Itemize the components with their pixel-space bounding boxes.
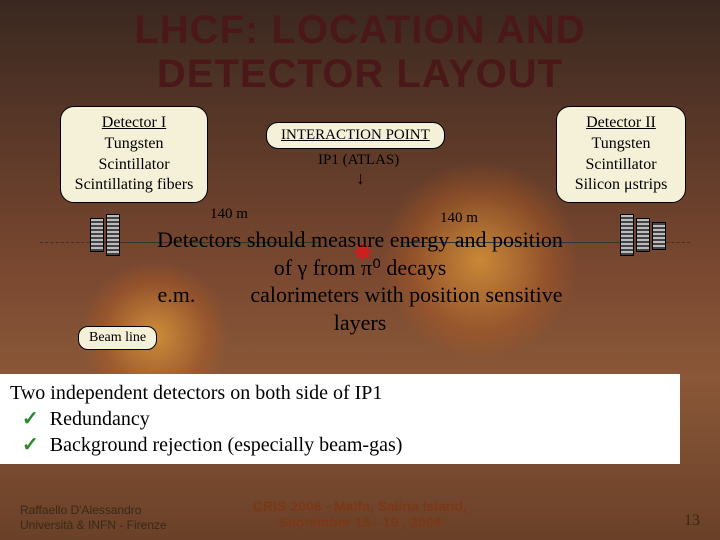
textblock-line1: Two independent detectors on both side o…	[10, 380, 670, 406]
conf-line1: CRIS 2008 - Malfa, Salina Island,	[253, 498, 467, 514]
description-text: Detectors should measure energy and posi…	[0, 226, 720, 336]
footer-conference: CRIS 2008 - Malfa, Salina Island, Septem…	[0, 498, 720, 530]
title-line1: LHCF: LOCATION AND	[134, 8, 585, 52]
conf-line2: September 15 - 19 , 2008	[279, 514, 442, 530]
detector-1-header: Detector I	[73, 113, 195, 134]
beam-line-box: Beam line	[78, 326, 157, 350]
desc-line3a: e.m.	[157, 282, 195, 307]
textblock-item2: Background rejection (especially beam-ga…	[50, 434, 403, 456]
desc-line3b: calorimeters with position sensitive	[250, 282, 562, 307]
detector-2-line4: Silicon μstrips	[569, 175, 673, 196]
interaction-point-box: INTERACTION POINT	[266, 122, 445, 149]
detector-1-line2: Tungsten	[73, 134, 195, 155]
detector-1-box: Detector I Tungsten Scintillator Scintil…	[60, 106, 208, 203]
textblock-item1: Redundancy	[50, 408, 150, 430]
slide-title: LHCF: LOCATION AND DETECTOR LAYOUT	[0, 0, 720, 96]
detector-1-line3: Scintillator	[73, 155, 195, 176]
interaction-label: INTERACTION POINT	[281, 127, 430, 143]
arrow-down-icon: ↓	[356, 168, 365, 189]
distance-right-label: 140 m	[440, 210, 478, 227]
ip1-label: IP1 (ATLAS)	[318, 152, 399, 169]
text-block: Two independent detectors on both side o…	[0, 374, 680, 464]
distance-left-label: 140 m	[210, 206, 248, 223]
detector-2-line3: Scintillator	[569, 155, 673, 176]
page-number: 13	[684, 512, 700, 530]
detector-2-line2: Tungsten	[569, 134, 673, 155]
desc-line4: layers	[334, 310, 387, 335]
check-icon: ✓	[22, 434, 39, 456]
check-icon: ✓	[22, 408, 39, 430]
title-line2: DETECTOR LAYOUT	[157, 52, 563, 96]
desc-line2: of γ from π⁰ decays	[274, 255, 447, 280]
beam-label: Beam line	[89, 330, 146, 345]
detector-1-line4: Scintillating fibers	[73, 175, 195, 196]
desc-line1: Detectors should measure energy and posi…	[157, 227, 563, 252]
detector-2-header: Detector II	[569, 113, 673, 134]
detector-2-box: Detector II Tungsten Scintillator Silico…	[556, 106, 686, 203]
